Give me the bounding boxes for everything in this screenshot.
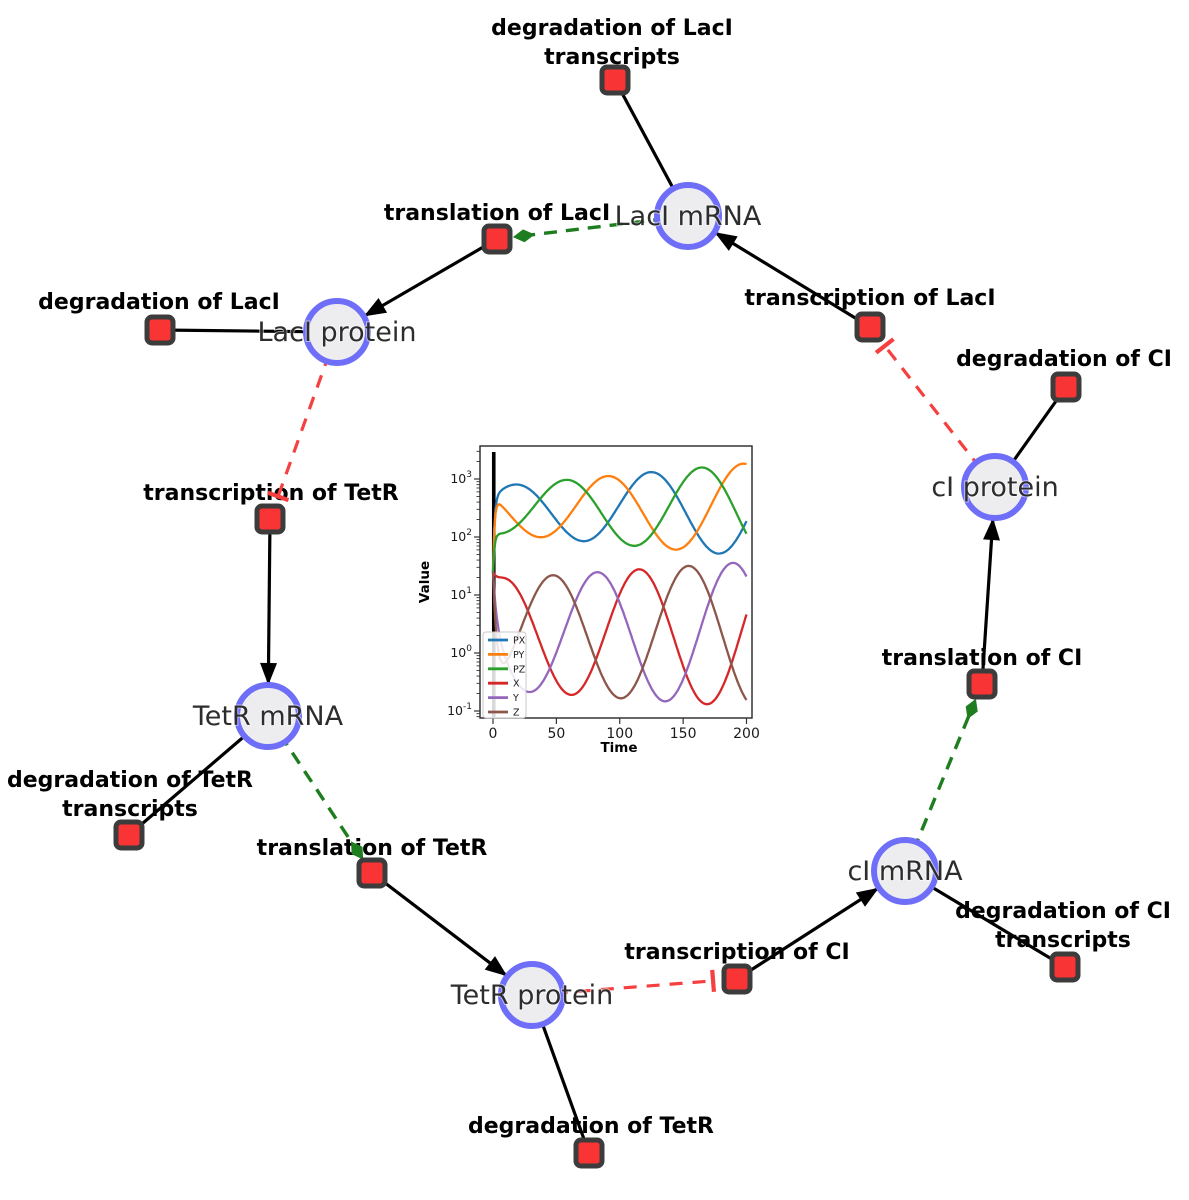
series-PX: [491, 470, 748, 572]
reaction-label-deg_CI_transcripts: transcripts: [995, 928, 1131, 953]
arrowhead: [855, 887, 879, 907]
reaction-label-transcription_CI: transcription of CI: [624, 940, 849, 965]
x-tick-label: 50: [547, 726, 565, 742]
x-tick-label: 100: [606, 726, 633, 742]
reaction-label-translation_LacI: translation of LacI: [384, 201, 610, 226]
inhibition-tee: [710, 969, 717, 992]
legend-entry-label: X: [513, 679, 520, 690]
modifier-arrowhead: [351, 841, 364, 860]
reaction-label-deg_TetR: degradation of TetR: [468, 1114, 714, 1139]
production-edge: [266, 518, 272, 686]
reaction-label-deg_TetR_transcripts: degradation of TetR: [7, 768, 253, 793]
reaction-node-translation_LacI: [481, 223, 513, 255]
reaction-node-transcription_CI: [721, 963, 753, 995]
reaction-node-deg_TetR: [573, 1137, 605, 1169]
production-edge: [980, 517, 995, 685]
reaction-node-deg_CI: [1050, 371, 1082, 403]
y-tick-label: 10-1: [447, 702, 472, 718]
legend-entry-label: PX: [513, 636, 526, 647]
species-node-TetR_protein: [498, 961, 566, 1029]
reaction-node-translation_TetR: [356, 857, 388, 889]
reaction-label-deg_LacI_transcripts: transcripts: [544, 45, 680, 70]
inhibition-tee: [874, 337, 895, 355]
series-PY: [491, 462, 747, 572]
production-edge: [362, 237, 498, 318]
y-axis-label: Value: [417, 561, 433, 603]
species-node-cI_protein: [961, 453, 1029, 521]
reaction-label-deg_LacI: degradation of LacI: [38, 290, 280, 315]
production-edge: [736, 886, 880, 981]
inhibition-tee: [267, 490, 290, 503]
production-edge: [713, 230, 871, 329]
series-PZ: [491, 466, 748, 572]
legend-entry-label: PZ: [513, 664, 526, 675]
series-Y: [491, 561, 748, 703]
reaction-node-deg_LacI: [144, 314, 176, 346]
species-label-LacI_protein: LacI protein: [258, 317, 417, 348]
production-edge: [371, 871, 509, 978]
reaction-label-deg_LacI_transcripts: degradation of LacI: [491, 16, 733, 41]
modifier-arrowhead: [512, 229, 535, 243]
species-node-LacI_mRNA: [654, 182, 722, 250]
reaction-node-transcription_TetR: [254, 503, 286, 535]
arrowhead: [260, 662, 278, 686]
reaction-label-deg_CI_transcripts: degradation of CI: [955, 899, 1171, 924]
species-node-cI_mRNA: [871, 837, 939, 905]
y-tick-label: 101: [450, 586, 472, 602]
reaction-node-deg_LacI_transcripts: [599, 64, 631, 96]
y-tick-label: 102: [450, 528, 472, 544]
species-label-cI_protein: cI protein: [931, 472, 1058, 503]
x-axis-label: Time: [600, 740, 637, 756]
reaction-label-translation_TetR: translation of TetR: [257, 836, 488, 861]
legend-entry-label: PY: [513, 650, 525, 661]
species-node-TetR_mRNA: [234, 682, 302, 750]
arrowhead: [714, 232, 738, 251]
reaction-label-deg_CI: degradation of CI: [956, 347, 1172, 372]
series-Z: [491, 564, 748, 701]
timeseries-plot: 0 50 100 150 200 103 102 101 100 10-1 PX PY PZ XYZ T…: [417, 445, 760, 756]
reaction-node-transcription_LacI: [854, 311, 886, 343]
x-tick-label: 0: [489, 726, 498, 742]
series-X: [491, 568, 748, 706]
y-tick-label: 100: [450, 644, 472, 660]
species-label-TetR_protein: TetR protein: [450, 980, 613, 1011]
species-label-cI_mRNA: cI mRNA: [847, 856, 963, 887]
reaction-label-transcription_LacI: transcription of LacI: [744, 286, 995, 311]
x-tick-label: 200: [733, 726, 760, 742]
species-label-LacI_mRNA: LacI mRNA: [615, 201, 762, 232]
arrowhead: [983, 517, 1000, 541]
arrowhead: [363, 298, 388, 317]
legend-entry-label: Y: [512, 693, 519, 704]
reaction-node-translation_CI: [966, 668, 998, 700]
modifier-arrowhead: [965, 698, 978, 720]
reaction-label-deg_TetR_transcripts: transcripts: [62, 797, 198, 822]
reaction-node-deg_TetR_transcripts: [113, 819, 145, 851]
legend-entry-label: Z: [513, 708, 520, 719]
species-label-TetR_mRNA: TetR mRNA: [192, 701, 344, 732]
species-node-LacI_protein: [303, 298, 371, 366]
y-tick-label: 103: [450, 470, 472, 486]
arrowhead: [484, 956, 508, 977]
reaction-label-transcription_TetR: transcription of TetR: [143, 481, 399, 506]
x-tick-label: 150: [670, 726, 697, 742]
reaction-node-deg_CI_transcripts: [1049, 951, 1081, 983]
